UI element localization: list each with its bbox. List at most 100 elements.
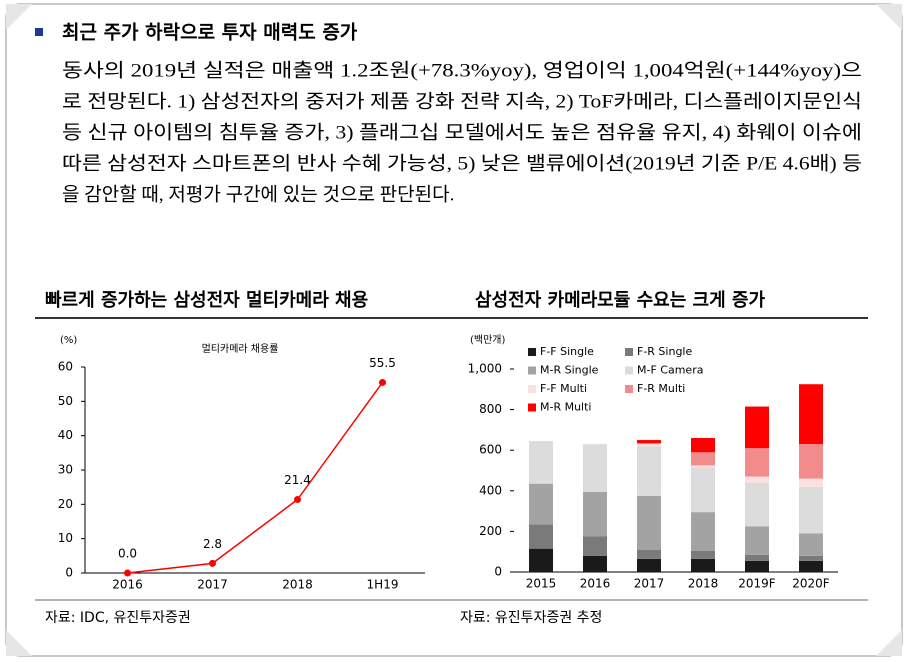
data-label: 0.0 — [118, 547, 137, 561]
bar-segment — [799, 444, 823, 479]
bar-segment — [691, 467, 715, 513]
bar-segment — [529, 524, 553, 549]
bar-segment — [745, 448, 769, 477]
point — [209, 559, 216, 567]
unit-label: (%) — [60, 335, 77, 346]
bar-segment — [799, 384, 823, 445]
source: 자료: IDC, 유진투자증권 — [45, 610, 191, 626]
corner — [6, 4, 32, 30]
bar-segment — [529, 483, 553, 525]
y-tick-label: 40 — [58, 428, 73, 442]
bar-segment — [799, 486, 823, 534]
paragraph: 동사의 2019년 실적은 매출액 1.2조원(+78.3%yoy), 영업이익… — [62, 59, 862, 205]
x-tick-label: 2018 — [282, 578, 313, 592]
bullet — [35, 28, 43, 36]
legend-label: F-R Single — [637, 345, 692, 358]
legend-swatch — [528, 403, 536, 412]
x-tick-label: 2017 — [634, 577, 665, 591]
chart-title: 빠르게 증가하는 삼성전자 멀티카메라 채용 — [45, 290, 368, 311]
y-tick-label: 800 — [479, 402, 502, 416]
x-tick-label: 2019F — [738, 577, 776, 591]
bar-segment — [745, 476, 769, 483]
bar-segment — [745, 554, 769, 561]
bar-segment — [799, 533, 823, 556]
bar-segment — [799, 560, 823, 572]
frame — [5, 3, 903, 657]
bar-segment — [637, 549, 661, 559]
y-tick-label: 20 — [58, 497, 73, 511]
x-tick-label: 2016 — [112, 578, 143, 592]
legend-swatch — [625, 348, 633, 356]
bar-segment — [583, 536, 607, 556]
bar-segment — [691, 550, 715, 559]
x-tick-label: 2016 — [580, 577, 611, 591]
y-tick-label: 0 — [494, 565, 502, 579]
y-tick-label: 400 — [479, 483, 502, 497]
bar-segment — [691, 512, 715, 551]
bar-segment — [691, 558, 715, 572]
legend-label: F-F Multi — [540, 382, 587, 395]
legend-label: 멀티카메라 채용률 — [202, 342, 279, 355]
x-tick-label: 1H19 — [367, 578, 399, 592]
bar-segment — [691, 438, 715, 453]
bar-segment — [529, 548, 553, 572]
legend-swatch — [528, 366, 536, 375]
bar-segment — [745, 406, 769, 449]
line — [127, 382, 384, 574]
bar-segment — [637, 440, 661, 444]
paragraph-line: 등 신규 아이템의 침투율 증가, 3) 플래그십 모델에서도 높은 점유율 유… — [62, 121, 862, 143]
data-label: 55.5 — [369, 356, 396, 370]
y-tick-label: 0 — [65, 566, 73, 580]
point — [379, 378, 386, 386]
bar-segment — [745, 526, 769, 555]
bar-segment — [691, 452, 715, 466]
y-tick-label: 50 — [58, 394, 73, 408]
paragraph-line: 을 감안할 때, 저평가 구간에 있는 것으로 판단된다. — [62, 183, 454, 205]
point — [124, 569, 131, 577]
bar-segment — [637, 558, 661, 572]
bar-segment — [691, 465, 715, 468]
y-tick-label: 600 — [479, 443, 502, 457]
corner — [876, 4, 902, 30]
paragraph-line: 동사의 2019년 실적은 매출액 1.2조원(+78.3%yoy), 영업이익… — [62, 59, 862, 81]
corner — [6, 630, 32, 656]
y-tick-label: 200 — [479, 524, 502, 538]
legend-label: M-R Single — [540, 364, 599, 377]
bar-segment — [799, 478, 823, 487]
corner — [876, 630, 902, 656]
x-tick-label: 2017 — [197, 578, 228, 592]
data-label: 2.8 — [203, 537, 222, 551]
paragraph-line: 따른 삼성전자 스마트폰의 반사 수혜 가능성, 5) 낮은 밸류에이션(201… — [62, 152, 862, 174]
bar-segment — [529, 441, 553, 484]
data-label: 21.4 — [284, 473, 311, 487]
bar-segment — [583, 491, 607, 537]
paragraph-line: 로 전망된다. 1) 삼성전자의 중저가 제품 강화 전략 지속, 2) ToF… — [62, 90, 862, 112]
point — [294, 496, 301, 504]
bar-segment — [637, 495, 661, 550]
legend-swatch — [625, 366, 633, 375]
legend-swatch — [528, 348, 536, 356]
y-tick-label: 1,000 — [468, 362, 502, 376]
bar-segment — [745, 482, 769, 527]
bar-segment — [637, 444, 661, 447]
legend-swatch — [625, 385, 633, 393]
bar-segment — [583, 444, 607, 492]
bar-segment — [583, 555, 607, 572]
legend-swatch — [528, 385, 536, 393]
x-tick-label: 2020F — [792, 577, 830, 591]
bar-segment — [637, 443, 661, 445]
x-tick-label: 2018 — [688, 577, 719, 591]
y-tick-label: 30 — [58, 463, 73, 477]
source: 자료: 유진투자증권 추정 — [460, 610, 602, 626]
bar-segment — [745, 560, 769, 572]
legend-label: M-R Multi — [540, 401, 592, 414]
chart-title: 삼성전자 카메라모듈 수요는 크게 증가 — [475, 290, 765, 311]
bar-segment — [799, 555, 823, 561]
heading: 최근 주가 하락으로 투자 매력도 증가 — [62, 22, 358, 44]
unit-label: (백만개) — [470, 334, 506, 346]
bar-segment — [637, 446, 661, 496]
legend-label: F-R Multi — [637, 382, 685, 395]
